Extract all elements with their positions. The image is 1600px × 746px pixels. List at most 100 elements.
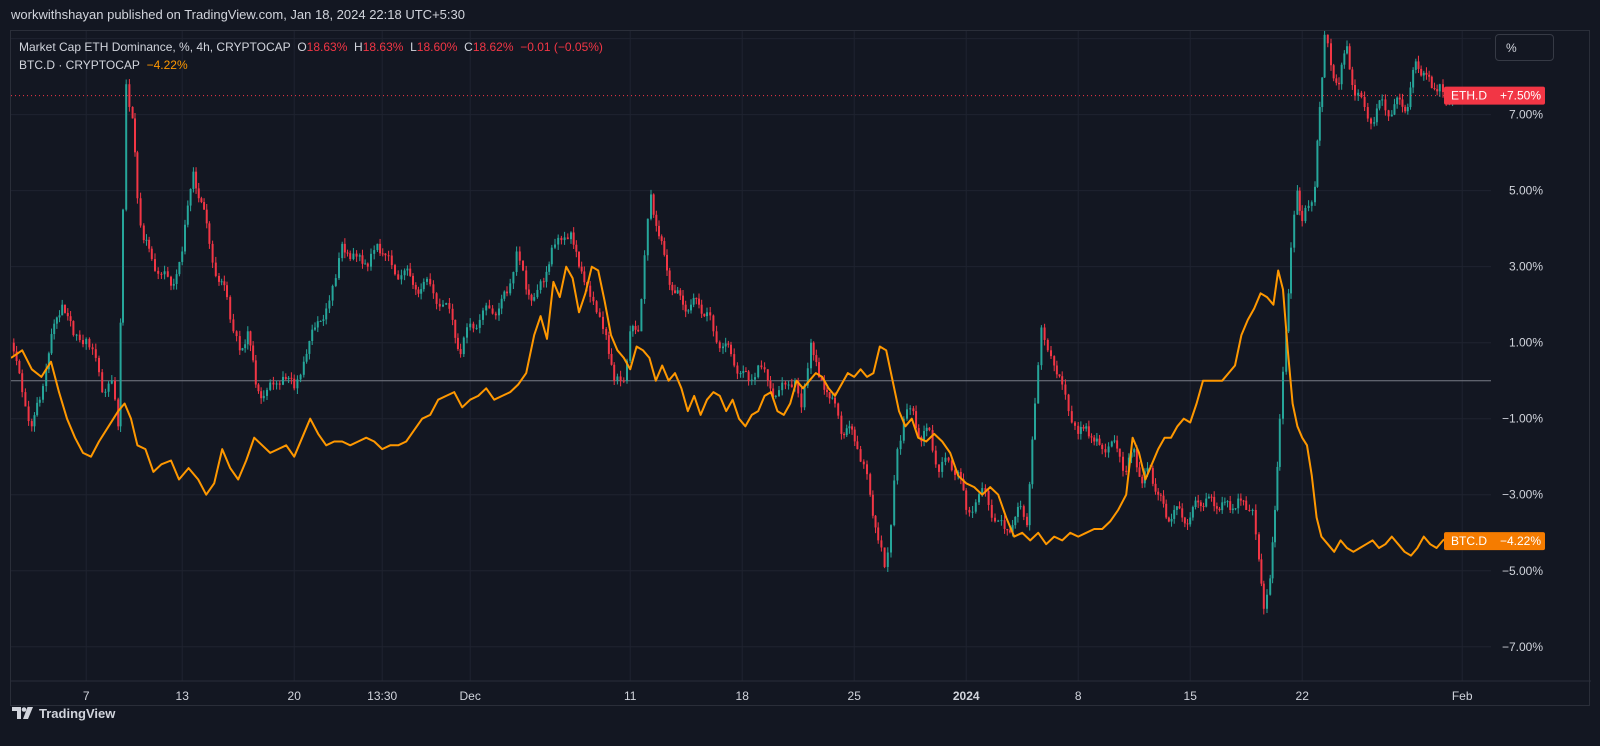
eth-price-tag-name: ETH.D xyxy=(1451,89,1487,103)
eth-candle xyxy=(812,341,815,361)
x-tick-label: 20 xyxy=(288,689,302,703)
eth-candle-body xyxy=(287,377,290,380)
eth-candle-body xyxy=(747,371,750,381)
eth-candle-body xyxy=(125,84,128,210)
percent-scale-button[interactable]: % xyxy=(1495,34,1554,61)
eth-candle xyxy=(634,320,637,335)
eth-candle xyxy=(1396,96,1399,109)
eth-candle xyxy=(925,423,928,437)
eth-candle-body xyxy=(61,304,64,316)
eth-candle xyxy=(1095,432,1098,446)
eth-candle-body xyxy=(1194,500,1197,508)
eth-candle xyxy=(769,376,772,395)
eth-candle-body xyxy=(557,237,560,245)
eth-candle-body xyxy=(1061,376,1064,385)
eth-candle-body xyxy=(1159,494,1162,496)
eth-candle xyxy=(563,231,566,245)
legend-low-value: 18.60% xyxy=(416,40,458,54)
eth-candle-body xyxy=(1087,426,1090,437)
eth-candle-body xyxy=(110,380,113,384)
eth-candle xyxy=(417,286,420,298)
legend-compare-series[interactable]: BTC.D · CRYPTOCAP xyxy=(19,58,140,72)
eth-candle xyxy=(712,314,715,337)
eth-candle xyxy=(1079,421,1082,440)
eth-candle-body xyxy=(328,300,331,309)
legend-main-series[interactable]: Market Cap ETH Dominance, %, 4h, CRYPTOC… xyxy=(19,40,291,54)
eth-candle xyxy=(172,278,175,290)
eth-candle xyxy=(750,374,753,386)
eth-candle xyxy=(774,394,777,399)
eth-candle-body xyxy=(30,421,33,427)
eth-candle-body xyxy=(631,325,634,332)
eth-candle xyxy=(1210,494,1213,502)
eth-candle-body xyxy=(965,490,968,510)
eth-candle xyxy=(747,370,750,386)
eth-candle xyxy=(36,397,39,417)
eth-candle-body xyxy=(18,360,21,374)
eth-candle-body xyxy=(114,380,116,400)
eth-candle-body xyxy=(1433,88,1436,90)
y-tick-label: −1.00% xyxy=(1502,412,1543,426)
eth-candle-body xyxy=(1085,426,1088,429)
eth-candle xyxy=(1159,493,1162,502)
eth-candle xyxy=(58,310,61,323)
eth-candle-body xyxy=(709,312,712,316)
eth-candle xyxy=(658,220,660,240)
eth-candle-body xyxy=(226,285,228,298)
eth-candle xyxy=(917,424,920,438)
eth-candle xyxy=(965,488,968,515)
chart-area[interactable]: 9.00%7.00%5.00%3.00%1.00%−1.00%−3.00%−5.… xyxy=(10,30,1591,707)
eth-candle-body xyxy=(1003,520,1006,529)
eth-candle xyxy=(107,381,110,397)
eth-candle xyxy=(445,302,448,305)
eth-candle xyxy=(1234,508,1237,511)
eth-candle-body xyxy=(1055,365,1058,375)
eth-candle-body xyxy=(1260,559,1263,584)
eth-candle xyxy=(1141,474,1144,489)
eth-candle xyxy=(580,261,583,274)
eth-candle xyxy=(994,513,996,523)
eth-candle xyxy=(361,249,364,269)
eth-candle xyxy=(1436,84,1439,96)
eth-candle xyxy=(394,263,396,276)
eth-candle-body xyxy=(754,377,756,380)
eth-candle-body xyxy=(1107,446,1110,453)
eth-candle-body xyxy=(578,251,580,267)
eth-candle-body xyxy=(186,205,189,225)
eth-candle-body xyxy=(503,291,506,299)
eth-candle-body xyxy=(1354,85,1356,96)
eth-candle-body xyxy=(1266,594,1268,609)
eth-candle xyxy=(763,362,766,373)
eth-candle-body xyxy=(1401,99,1404,107)
legend-compare-change: −4.22% xyxy=(146,58,188,72)
chart-svg[interactable]: 9.00%7.00%5.00%3.00%1.00%−1.00%−3.00%−5.… xyxy=(11,31,1591,707)
eth-candle xyxy=(676,286,679,295)
eth-candle xyxy=(1125,465,1128,476)
eth-candle xyxy=(650,189,652,221)
eth-candle-body xyxy=(387,255,390,257)
eth-candle xyxy=(912,406,915,416)
eth-candle-body xyxy=(58,315,61,318)
eth-candle-body xyxy=(1118,448,1121,457)
eth-candle xyxy=(64,304,66,314)
tradingview-logo[interactable]: TradingView xyxy=(12,704,115,722)
eth-candle-body xyxy=(229,297,232,320)
eth-candle xyxy=(1133,447,1136,457)
eth-candle-body xyxy=(459,349,462,355)
eth-candle xyxy=(1370,117,1372,130)
eth-candle-body xyxy=(1438,84,1441,92)
eth-candle-body xyxy=(1343,53,1346,65)
eth-candle-body xyxy=(915,411,918,429)
eth-candle xyxy=(862,459,865,469)
eth-candle-body xyxy=(1276,466,1279,510)
eth-candle xyxy=(296,375,299,394)
eth-candle-body xyxy=(466,327,468,338)
eth-candle-body xyxy=(658,225,660,237)
eth-candle xyxy=(1409,81,1412,110)
eth-candle-body xyxy=(853,429,856,442)
eth-candle xyxy=(214,256,217,278)
eth-candle xyxy=(282,371,284,386)
eth-candle xyxy=(616,373,619,385)
eth-candle xyxy=(55,316,58,329)
eth-candle-body xyxy=(572,232,575,245)
